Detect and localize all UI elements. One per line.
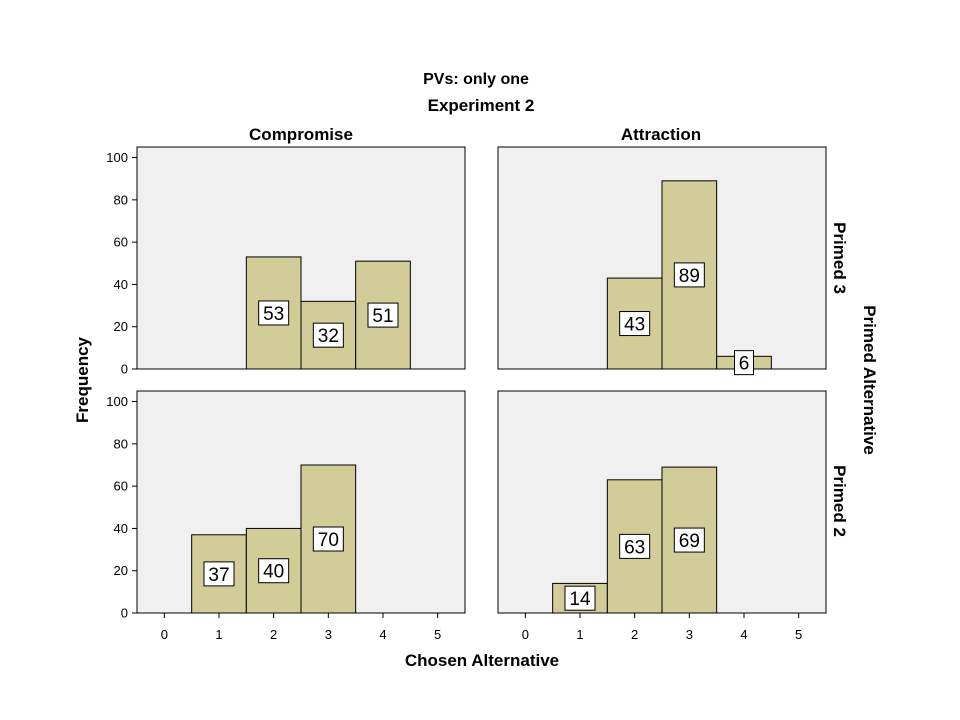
y-tick-label: 20: [114, 319, 128, 334]
y-tick-label: 60: [114, 235, 128, 250]
data-label-box: [564, 585, 596, 611]
chart-title: Experiment 2: [428, 96, 535, 115]
data-label: 63: [624, 537, 645, 558]
x-tick-label: 1: [215, 627, 222, 642]
data-label-box: [673, 262, 705, 288]
y-tick-label: 40: [114, 521, 128, 536]
data-label-box: [312, 322, 344, 348]
data-label: 40: [263, 562, 284, 583]
data-label: 69: [679, 531, 700, 552]
x-tick-label: 2: [631, 627, 638, 642]
data-label-box: [312, 526, 344, 552]
data-label-box: [367, 302, 399, 328]
y-tick-label: 60: [114, 479, 128, 494]
data-label-box: [734, 350, 754, 376]
panel-compromise-primed-2: 37 40 70 0 20 40 60 80 100 0 1 2 3 4 5: [106, 390, 466, 642]
y-tick-label: 40: [114, 277, 128, 292]
x-tick-label: 5: [434, 627, 441, 642]
y-tick-label: 100: [106, 150, 128, 165]
panel-attraction-primed-3: 43 89 6: [497, 146, 827, 376]
y-axis-title: Frequency: [73, 336, 92, 423]
data-label: 32: [318, 326, 339, 347]
chart-subtitle: PVs: only one: [423, 71, 529, 88]
y-tick-label: 80: [114, 436, 128, 451]
x-tick-label: 4: [379, 627, 386, 642]
data-label: 37: [208, 565, 229, 586]
x-tick-label: 3: [686, 627, 693, 642]
data-label-box: [258, 558, 290, 584]
y-tick-label: 0: [121, 362, 128, 377]
y-tick-label: 20: [114, 563, 128, 578]
data-label: 53: [263, 304, 284, 325]
data-label: 14: [569, 589, 591, 610]
y-tick-label: 100: [106, 394, 128, 409]
data-label: 70: [318, 530, 339, 551]
y-tick-label: 0: [121, 606, 128, 621]
data-label-box: [258, 300, 290, 326]
panel-attraction-primed-2: 14 63 69 0 1 2 3 4 5: [497, 390, 827, 642]
data-label-box: [673, 527, 705, 553]
data-label: 6: [739, 354, 750, 375]
column-label-attraction: Attraction: [621, 125, 701, 144]
panel-compromise-primed-3: 53 32 51 0 20 40 60 80 100: [106, 146, 466, 377]
x-tick-label: 2: [270, 627, 277, 642]
row-label-primed-3: Primed 3: [830, 222, 849, 294]
x-tick-label: 3: [325, 627, 332, 642]
x-tick-label: 0: [522, 627, 529, 642]
x-tick-label: 4: [740, 627, 747, 642]
x-axis-title: Chosen Alternative: [405, 651, 559, 670]
data-label: 51: [372, 306, 393, 327]
data-label: 43: [624, 315, 645, 336]
row-label-primed-2: Primed 2: [830, 465, 849, 537]
data-label-box: [619, 533, 651, 559]
row-group-label: Primed Alternative: [860, 305, 879, 455]
data-label: 89: [679, 266, 700, 287]
y-tick-label: 80: [114, 192, 128, 207]
x-tick-label: 1: [576, 627, 583, 642]
x-tick-label: 0: [161, 627, 168, 642]
column-label-compromise: Compromise: [249, 125, 353, 144]
data-label-box: [203, 561, 235, 587]
data-label-box: [619, 311, 651, 337]
x-tick-label: 5: [795, 627, 802, 642]
